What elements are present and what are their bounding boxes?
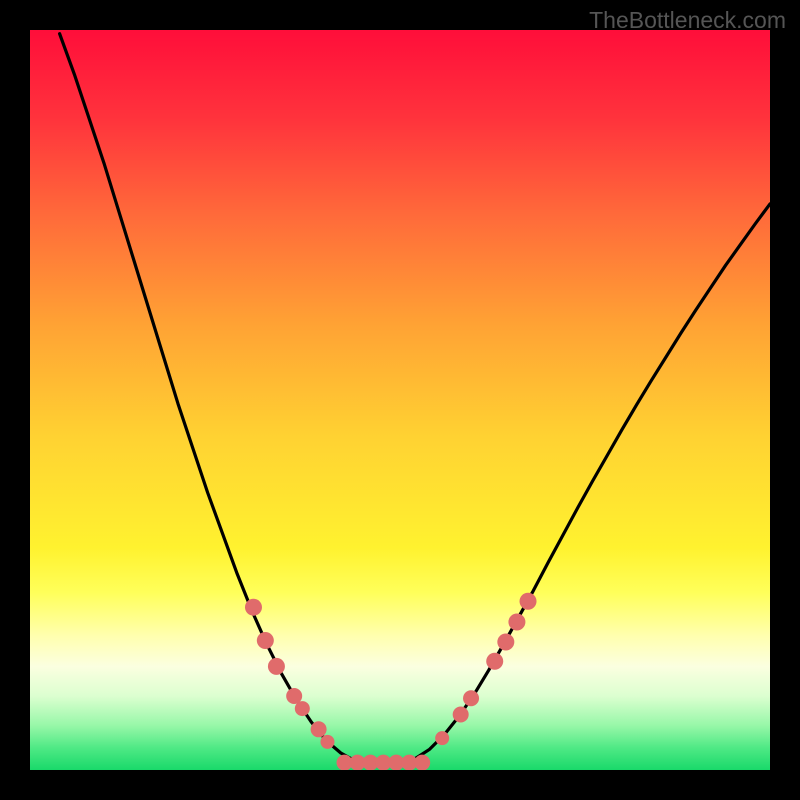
watermark-text: TheBottleneck.com: [589, 7, 786, 34]
marker-dot: [497, 633, 514, 650]
marker-dot: [486, 653, 503, 670]
marker-dot: [435, 731, 449, 745]
marker-dot: [257, 632, 274, 649]
marker-dot: [508, 614, 525, 631]
marker-dot: [414, 755, 430, 770]
marker-dot: [463, 690, 479, 706]
bottleneck-curve: [60, 34, 770, 764]
marker-dot: [320, 735, 334, 749]
chart-container: TheBottleneck.com: [0, 0, 800, 800]
marker-dot: [268, 658, 285, 675]
plot-area: [30, 30, 770, 770]
marker-dot: [453, 707, 469, 723]
marker-dot: [295, 701, 310, 716]
chart-svg: [30, 30, 770, 770]
marker-dot: [311, 721, 327, 737]
marker-dot: [245, 599, 262, 616]
marker-dot: [520, 593, 537, 610]
